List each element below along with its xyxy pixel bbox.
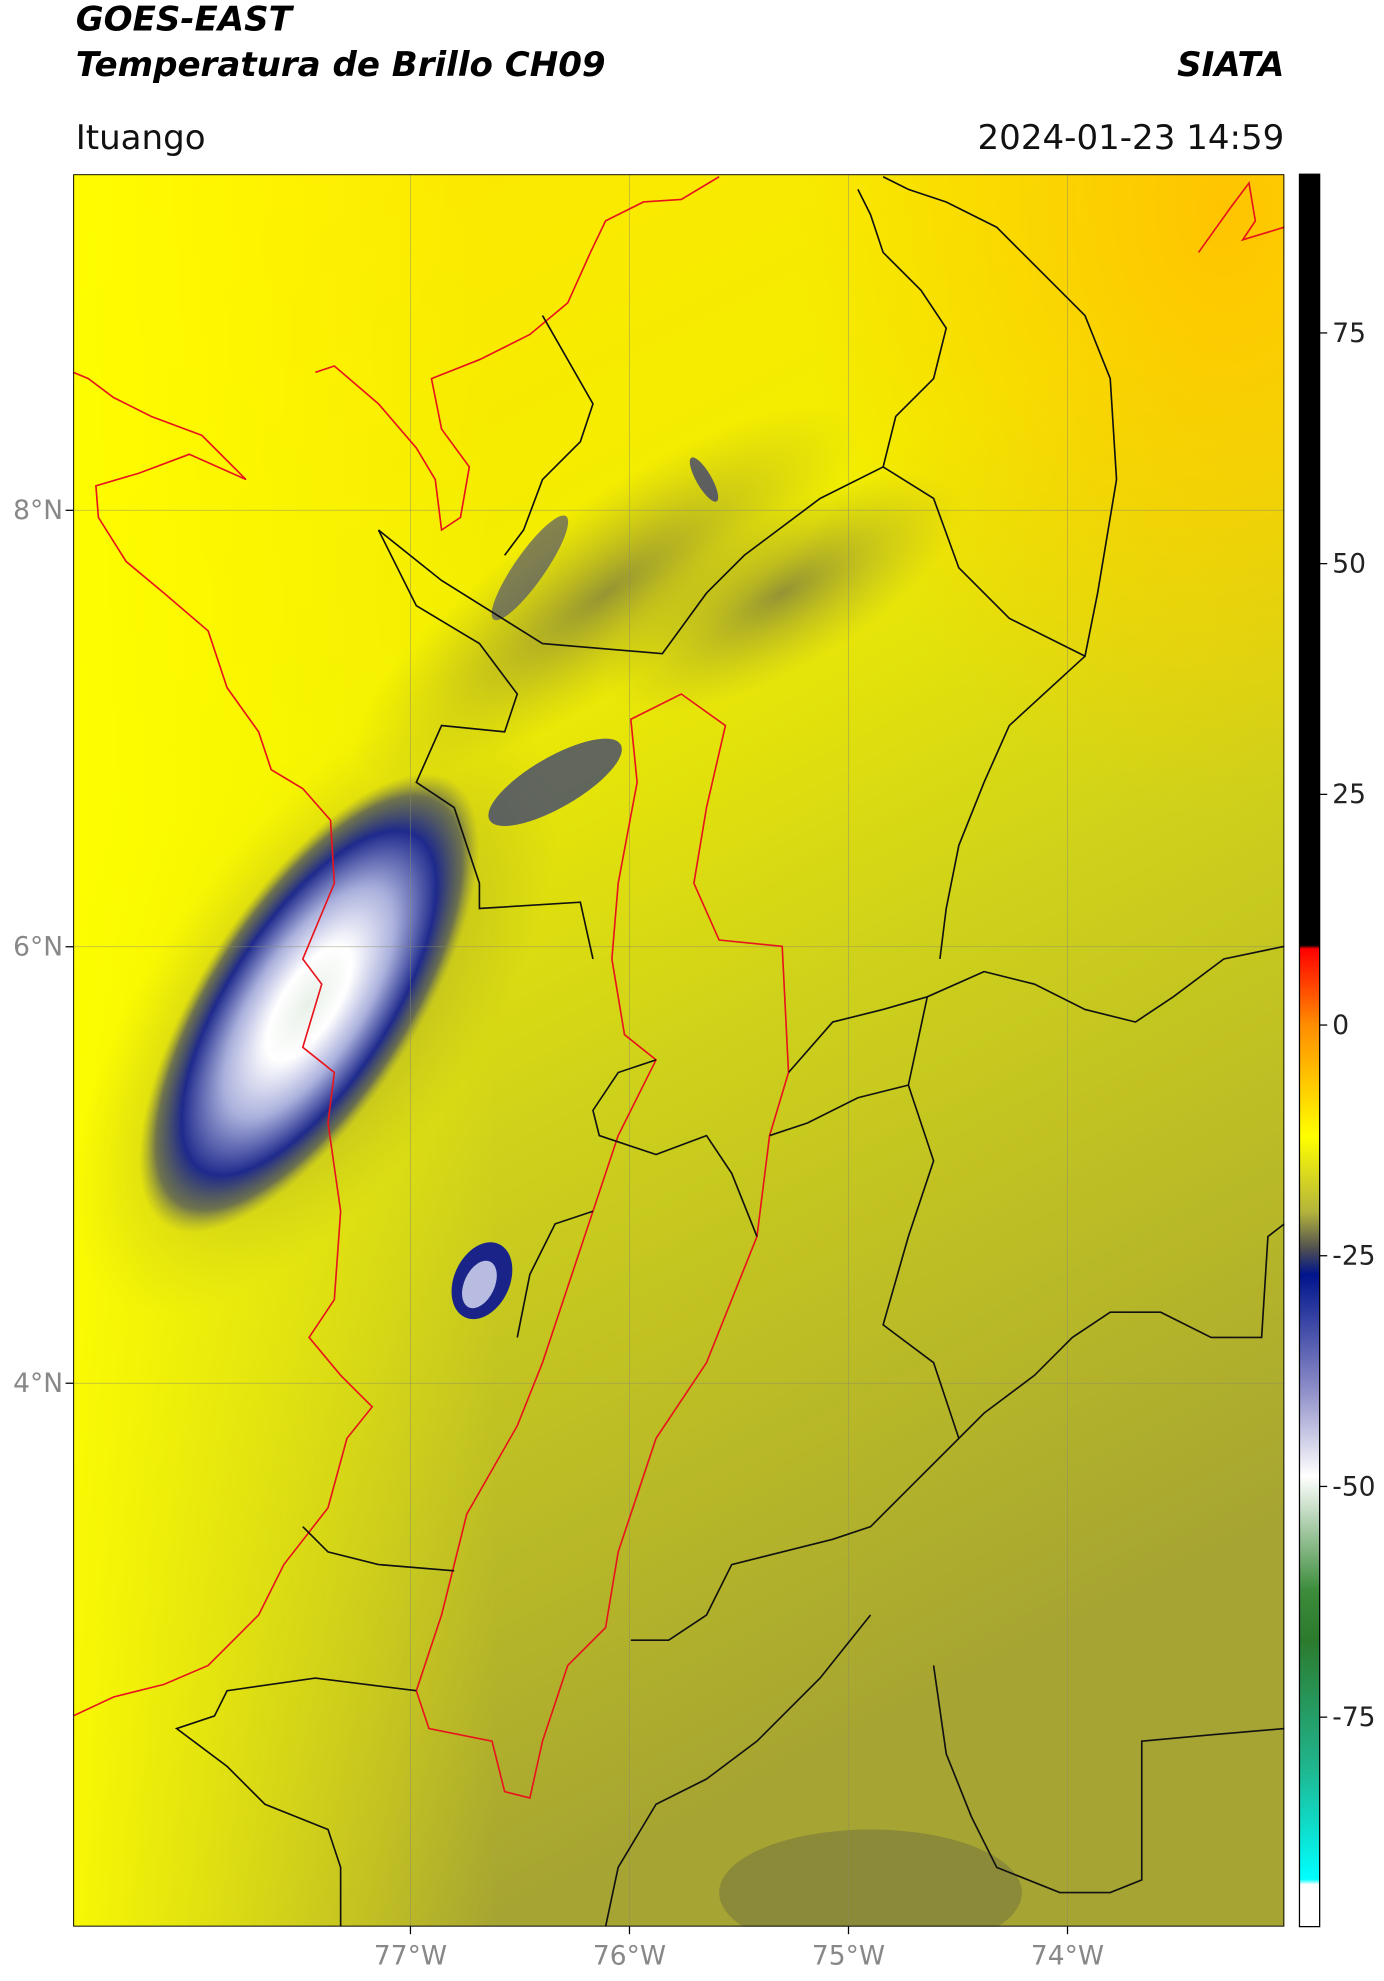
warm-area: [719, 1829, 1022, 1927]
coastline: [73, 371, 374, 1717]
colorbar-tick-label: 25: [1332, 779, 1366, 810]
x-tick-label: 75°W: [812, 1940, 885, 1971]
coastline: [1197, 181, 1285, 253]
cloud: [462, 1260, 497, 1309]
y-tick-label: 4°N: [13, 1368, 63, 1399]
cloud: [689, 457, 719, 502]
y-tick-label: 6°N: [13, 932, 63, 963]
colorbar: [1298, 173, 1321, 1928]
coastline: [315, 176, 720, 532]
location: Ituango: [76, 118, 206, 158]
colorbar-tick-label: 0: [1332, 1010, 1349, 1041]
colorbar-tick-label: 50: [1332, 548, 1366, 579]
x-tick-label: 76°W: [593, 1940, 666, 1971]
colorbar-tick-label: -50: [1332, 1471, 1375, 1502]
colorbar-tick-label: 75: [1332, 318, 1366, 349]
graticule: [73, 174, 1285, 1927]
timestamp: 2024-01-23 14:59: [978, 118, 1285, 158]
title: GOES-EAST: [76, 0, 295, 39]
x-tick-label: 77°W: [374, 1940, 447, 1971]
colorbar-tick-label: -25: [1332, 1241, 1375, 1272]
cloud-haze: [603, 472, 962, 714]
cloud: [491, 515, 569, 621]
cloud: [139, 773, 480, 1233]
y-tick-label: 8°N: [13, 495, 63, 526]
cloud: [488, 738, 622, 827]
colorbar-tick-label: -75: [1332, 1702, 1375, 1733]
antioquia-border: [415, 693, 790, 1799]
cloud-haze: [352, 404, 859, 782]
department-borders: [174, 176, 1285, 1927]
subtitle: Temperatura de Brillo CH09: [76, 45, 606, 85]
map-axes: 77°W 76°W 75°W 74°W 8°N 6°N 4°N: [13, 495, 1104, 1971]
map: [73, 174, 1285, 1927]
brand: SIATA: [1177, 45, 1284, 85]
colorbar-axis: 75 50 25 0 -25 -50 -75: [1319, 318, 1376, 1733]
x-tick-label: 74°W: [1031, 1940, 1104, 1971]
